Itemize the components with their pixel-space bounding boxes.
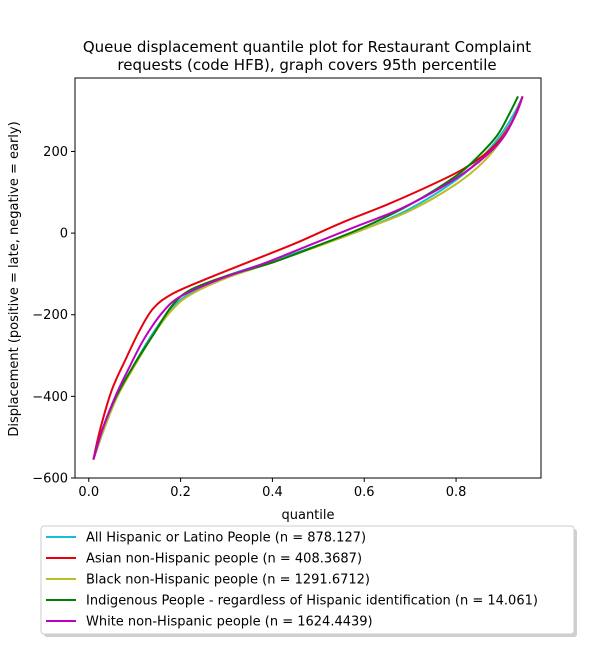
legend-label-3: Indigenous People - regardless of Hispan… [86, 594, 538, 609]
series-line-4 [92, 96, 524, 460]
legend-label-0: All Hispanic or Latino People (n = 878.1… [86, 531, 366, 546]
series-line-2 [92, 96, 524, 460]
x-tick-label: 0.4 [262, 485, 283, 500]
x-tick-label: 0.0 [78, 485, 99, 500]
x-axis: 0.0 0.2 0.4 0.6 0.8 [78, 478, 466, 500]
series-line-3 [92, 95, 519, 460]
x-tick-label: 0.8 [446, 485, 467, 500]
legend-items: All Hispanic or Latino People (n = 878.1… [46, 531, 538, 630]
legend-label-4: White non-Hispanic people (n = 1624.4439… [86, 615, 373, 630]
legend-label-2: Black non-Hispanic people (n = 1291.6712… [86, 573, 370, 588]
y-tick-label: −200 [32, 308, 68, 323]
legend-box [40, 525, 575, 635]
chart-title-line-2: requests (code HFB), graph covers 95th p… [117, 56, 496, 74]
plot-lines [92, 95, 524, 460]
y-tick-label: 200 [43, 145, 68, 160]
y-axis-label: Displacement (positive = late, negative … [7, 121, 22, 436]
x-tick-label: 0.6 [354, 485, 375, 500]
y-axis: −600 −400 −200 0 200 [32, 145, 75, 487]
legend: All Hispanic or Latino People (n = 878.1… [40, 525, 577, 637]
y-tick-label: −600 [32, 472, 68, 487]
y-tick-label: −400 [32, 390, 68, 405]
x-axis-label: quantile [281, 508, 334, 523]
chart-title-line-1: Queue displacement quantile plot for Res… [83, 38, 531, 56]
series-line-0 [92, 95, 524, 460]
x-tick-label: 0.2 [170, 485, 191, 500]
y-tick-label: 0 [60, 227, 68, 242]
plot-frame [74, 77, 542, 479]
legend-label-1: Asian non-Hispanic people (n = 408.3687) [86, 552, 362, 567]
series-line-1 [92, 95, 524, 460]
